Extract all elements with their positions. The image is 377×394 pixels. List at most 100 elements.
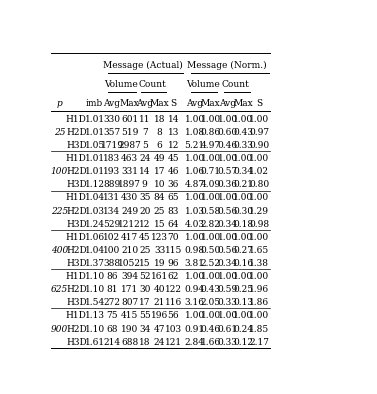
Text: 65: 65 <box>167 193 179 203</box>
Text: H1D: H1D <box>66 311 87 320</box>
Text: 123: 123 <box>151 233 168 242</box>
Text: 45: 45 <box>167 154 179 163</box>
Text: 40: 40 <box>154 285 166 294</box>
Text: 430: 430 <box>121 193 138 203</box>
Text: 1.01: 1.01 <box>85 167 105 176</box>
Text: 45: 45 <box>139 233 150 242</box>
Text: 1.00: 1.00 <box>185 311 205 320</box>
Text: 56: 56 <box>167 311 179 320</box>
Text: 100: 100 <box>103 246 121 255</box>
Text: 519: 519 <box>121 128 138 137</box>
Text: 0.24: 0.24 <box>233 325 253 334</box>
Text: 0.43: 0.43 <box>233 128 253 137</box>
Text: 688: 688 <box>121 338 138 347</box>
Text: 1.00: 1.00 <box>249 311 269 320</box>
Text: 5.21: 5.21 <box>185 141 205 150</box>
Text: S: S <box>256 99 262 108</box>
Text: 601: 601 <box>121 115 138 124</box>
Text: 55: 55 <box>139 311 150 320</box>
Text: Count: Count <box>222 80 250 89</box>
Text: 1.38: 1.38 <box>249 259 269 268</box>
Text: 0.80: 0.80 <box>249 180 269 190</box>
Text: 1.00: 1.00 <box>233 272 253 281</box>
Text: Avg: Avg <box>186 99 203 108</box>
Text: 12: 12 <box>168 141 179 150</box>
Text: 400: 400 <box>51 246 68 255</box>
Text: 1212: 1212 <box>118 220 141 229</box>
Text: 1.02: 1.02 <box>249 167 269 176</box>
Text: 1.00: 1.00 <box>233 154 253 163</box>
Text: 0.50: 0.50 <box>201 246 221 255</box>
Text: H2D: H2D <box>66 325 87 334</box>
Text: 0.98: 0.98 <box>249 220 269 229</box>
Text: 1.13: 1.13 <box>85 311 105 320</box>
Text: 102: 102 <box>103 233 121 242</box>
Text: 1.01: 1.01 <box>85 154 105 163</box>
Text: H2D: H2D <box>66 128 87 137</box>
Text: 15: 15 <box>139 259 150 268</box>
Text: 1.00: 1.00 <box>201 272 221 281</box>
Text: 1.61: 1.61 <box>85 338 105 347</box>
Text: 0.34: 0.34 <box>218 259 238 268</box>
Text: 4.87: 4.87 <box>185 180 205 190</box>
Text: 7: 7 <box>142 128 147 137</box>
Text: 6: 6 <box>157 141 162 150</box>
Text: 1.01: 1.01 <box>85 128 105 137</box>
Text: 900: 900 <box>51 325 68 334</box>
Text: H2D: H2D <box>66 206 87 216</box>
Text: H1D: H1D <box>66 193 87 203</box>
Text: 4.03: 4.03 <box>185 220 205 229</box>
Text: H1D: H1D <box>66 115 87 124</box>
Text: 25: 25 <box>139 246 150 255</box>
Text: 249: 249 <box>121 206 138 216</box>
Text: Max: Max <box>120 99 139 108</box>
Text: 52: 52 <box>139 272 150 281</box>
Text: 807: 807 <box>121 298 138 307</box>
Text: 1897: 1897 <box>118 180 141 190</box>
Text: 17: 17 <box>154 167 166 176</box>
Text: p: p <box>57 99 62 108</box>
Text: 96: 96 <box>168 259 179 268</box>
Text: H1D: H1D <box>66 154 87 163</box>
Text: 84: 84 <box>154 193 166 203</box>
Text: 171: 171 <box>121 285 138 294</box>
Text: 121: 121 <box>165 338 182 347</box>
Text: 1.01: 1.01 <box>85 115 105 124</box>
Text: Avg: Avg <box>136 99 153 108</box>
Text: 33: 33 <box>154 246 165 255</box>
Text: 1.00: 1.00 <box>218 193 238 203</box>
Text: 1.00: 1.00 <box>218 115 238 124</box>
Text: 18: 18 <box>154 115 166 124</box>
Text: 1719: 1719 <box>101 141 124 150</box>
Text: 4.97: 4.97 <box>201 141 221 150</box>
Text: 183: 183 <box>103 154 121 163</box>
Text: Avg: Avg <box>219 99 236 108</box>
Text: 1.00: 1.00 <box>249 154 269 163</box>
Text: 1.00: 1.00 <box>185 233 205 242</box>
Text: 225: 225 <box>51 206 68 216</box>
Text: 1.10: 1.10 <box>85 272 105 281</box>
Text: imb: imb <box>86 99 103 108</box>
Text: 1.24: 1.24 <box>85 220 105 229</box>
Text: 0.43: 0.43 <box>201 285 221 294</box>
Text: 9: 9 <box>142 180 147 190</box>
Text: Volume: Volume <box>104 80 138 89</box>
Text: 1.00: 1.00 <box>185 115 205 124</box>
Text: 1.66: 1.66 <box>201 338 221 347</box>
Text: 116: 116 <box>165 298 182 307</box>
Text: 161: 161 <box>151 272 168 281</box>
Text: 1.00: 1.00 <box>201 311 221 320</box>
Text: 0.60: 0.60 <box>218 128 238 137</box>
Text: 100: 100 <box>51 167 68 176</box>
Text: 0.18: 0.18 <box>233 220 253 229</box>
Text: 1052: 1052 <box>118 259 141 268</box>
Text: 1.00: 1.00 <box>201 115 221 124</box>
Text: 0.34: 0.34 <box>233 167 253 176</box>
Text: 1.03: 1.03 <box>185 206 205 216</box>
Text: 2.05: 2.05 <box>201 298 221 307</box>
Text: 0.56: 0.56 <box>218 206 238 216</box>
Text: 1.10: 1.10 <box>85 325 105 334</box>
Text: 1.04: 1.04 <box>85 246 105 255</box>
Text: 2.82: 2.82 <box>201 220 221 229</box>
Text: 62: 62 <box>168 272 179 281</box>
